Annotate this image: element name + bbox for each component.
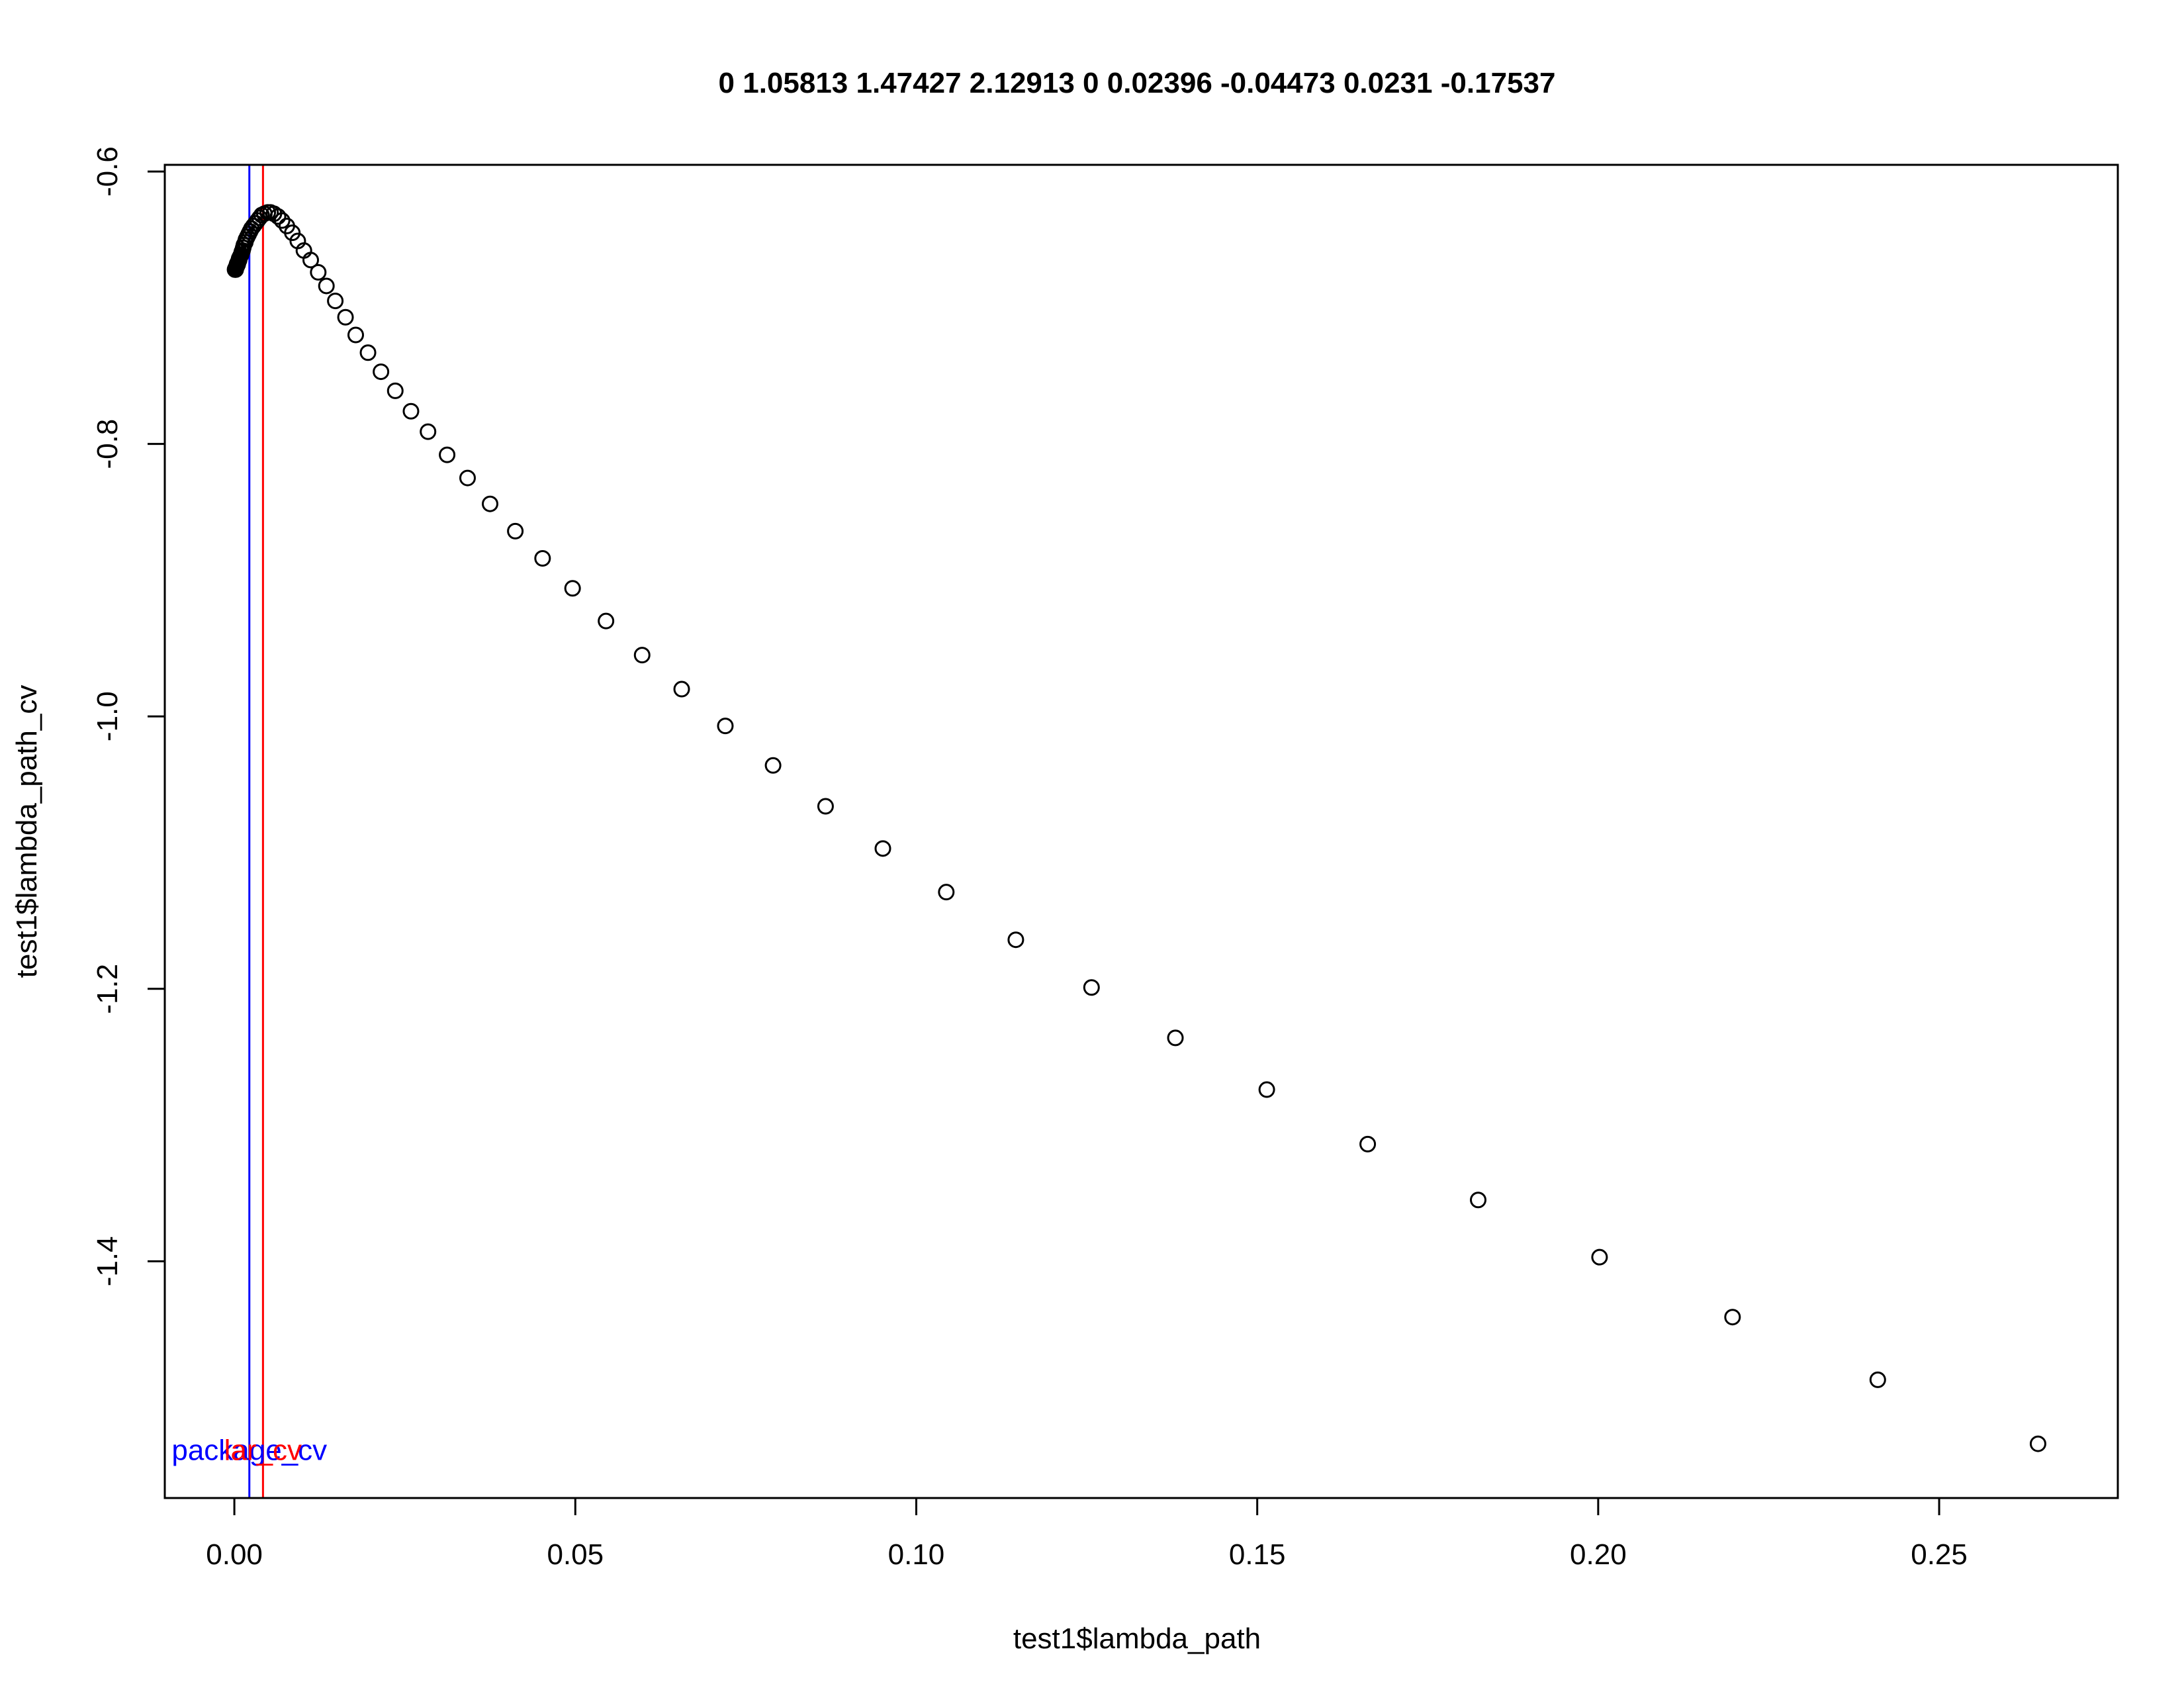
y-tick-label: -1.2 <box>91 964 124 1014</box>
data-point <box>673 680 690 698</box>
data-point <box>874 840 891 857</box>
data-point <box>1724 1309 1741 1326</box>
data-point <box>289 232 306 250</box>
x-axis-label: test1$lambda_path <box>1013 1622 1261 1655</box>
y-axis-label: test1$lambda_path_cv <box>11 685 43 978</box>
data-point <box>1083 979 1100 996</box>
data-point <box>337 308 354 326</box>
x-tick-label: 0.20 <box>1570 1538 1627 1571</box>
data-point <box>1470 1192 1487 1209</box>
data-point <box>1007 931 1024 949</box>
data-point <box>1167 1029 1184 1047</box>
y-tick-label: -1.4 <box>91 1236 124 1286</box>
data-point <box>507 522 524 539</box>
data-point <box>387 382 404 399</box>
reference-line-label-lar-cv: lar_cv <box>224 1434 302 1466</box>
data-point <box>481 495 498 512</box>
data-point <box>373 363 390 381</box>
chart-title: 0 1.05813 1.47427 2.12913 0 0.02396 -0.0… <box>719 67 1556 99</box>
data-point <box>1591 1248 1608 1266</box>
data-point <box>938 884 955 901</box>
y-tick-label: -0.8 <box>91 419 124 469</box>
data-point <box>1359 1135 1377 1152</box>
data-point <box>2029 1435 2046 1452</box>
reference-lines <box>248 165 264 1498</box>
data-points <box>226 204 2046 1452</box>
x-tick-label: 0.05 <box>547 1538 604 1571</box>
data-point <box>347 326 365 344</box>
reference-line-label-package-cv: package_cv <box>171 1434 327 1466</box>
data-point <box>459 469 476 487</box>
data-point <box>278 217 295 234</box>
data-point <box>817 798 834 815</box>
x-tick-label: 0.15 <box>1229 1538 1286 1571</box>
x-tick-label: 0.10 <box>888 1538 945 1571</box>
data-point <box>633 647 651 664</box>
data-point <box>764 757 782 774</box>
data-point <box>564 580 581 597</box>
data-point <box>318 277 335 295</box>
data-point <box>359 344 377 361</box>
data-point <box>327 293 344 310</box>
data-point <box>439 446 456 463</box>
data-point <box>226 261 244 278</box>
data-point <box>1258 1081 1275 1098</box>
data-point <box>598 612 615 630</box>
data-point <box>1869 1371 1886 1388</box>
data-point <box>420 423 437 440</box>
plot-frame <box>163 164 2119 1499</box>
data-point <box>534 550 551 567</box>
data-point <box>402 402 420 420</box>
x-tick-label: 0.00 <box>206 1538 263 1571</box>
data-point <box>717 718 734 735</box>
data-point <box>310 263 327 281</box>
y-tick-label: -0.6 <box>91 146 124 197</box>
x-axis: 0.00 0.05 0.10 0.15 0.20 0.25 <box>206 1497 1968 1571</box>
y-tick-label: -1.0 <box>91 691 124 741</box>
x-tick-label: 0.25 <box>1911 1538 1968 1571</box>
y-axis: -0.6 -0.8 -1.0 -1.2 -1.4 <box>91 146 166 1286</box>
